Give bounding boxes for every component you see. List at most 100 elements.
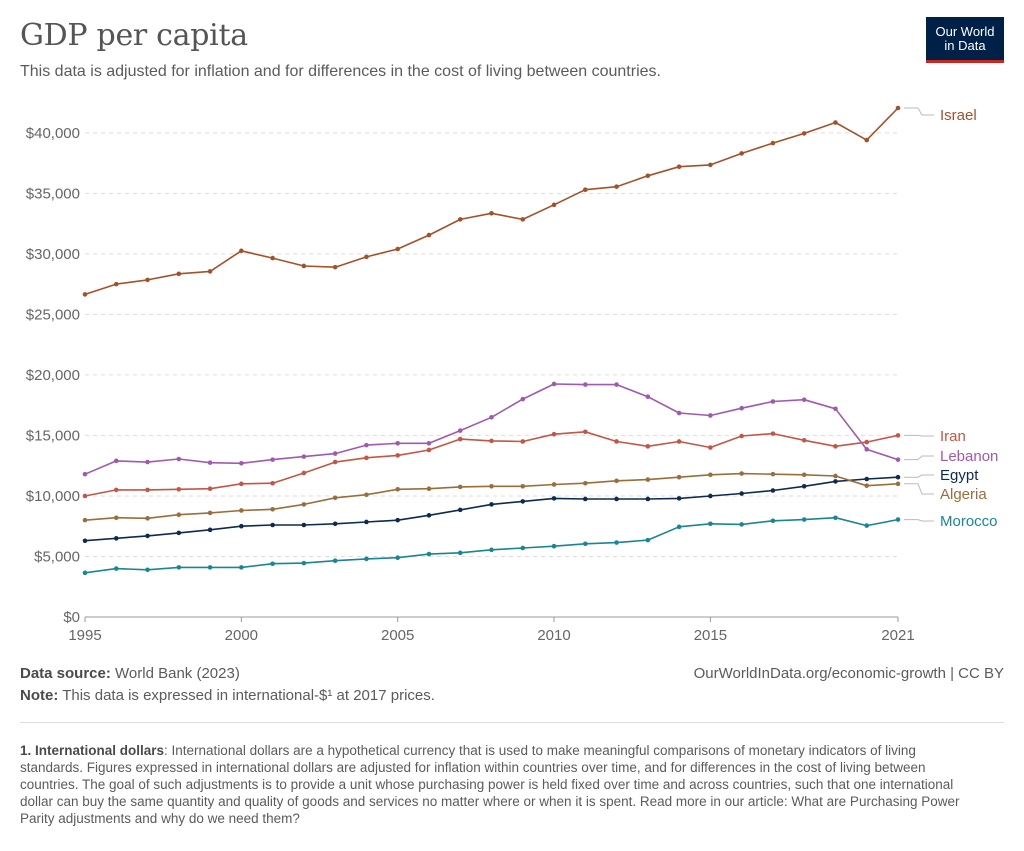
data-point — [82, 517, 88, 523]
y-tick-label: $10,000 — [26, 488, 80, 505]
data-point — [895, 433, 901, 438]
chart-note-label: Note: — [20, 687, 59, 704]
label-connector — [904, 483, 934, 495]
data-point — [364, 492, 369, 498]
data-point — [864, 439, 870, 445]
data-point — [801, 131, 807, 136]
data-point — [239, 523, 244, 529]
data-point — [520, 396, 526, 402]
data-point — [301, 522, 307, 528]
data-point — [364, 442, 369, 448]
data-point — [301, 470, 307, 476]
data-point — [583, 382, 588, 387]
footnote: 1. International dollars: International … — [20, 742, 980, 827]
data-point — [82, 292, 88, 297]
data-point — [113, 458, 119, 464]
data-point — [332, 495, 338, 501]
label-connector — [904, 474, 934, 478]
data-point — [708, 472, 713, 478]
data-point — [395, 440, 400, 446]
data-point — [676, 439, 682, 444]
data-point — [645, 444, 651, 449]
data-point — [176, 271, 182, 277]
data-point — [739, 522, 744, 527]
series-label-algeria: Algeria — [940, 486, 987, 503]
series-label-morocco: Morocco — [940, 513, 998, 530]
data-point — [176, 512, 182, 518]
data-point — [770, 399, 776, 404]
data-point — [614, 540, 619, 545]
data-point — [457, 484, 463, 490]
chart-footer-link[interactable]: OurWorldInData.org/economic-growth | CC … — [693, 665, 1004, 682]
data-point — [332, 451, 338, 456]
y-tick-label: $40,000 — [26, 125, 80, 142]
data-point — [207, 269, 213, 274]
data-point — [113, 487, 119, 493]
series-line-algeria — [84, 472, 899, 521]
data-source-label: Data source: — [20, 665, 111, 682]
data-point — [364, 254, 369, 260]
data-point — [145, 533, 150, 539]
y-tick-label: $0 — [63, 609, 80, 626]
data-point — [770, 431, 776, 436]
data-point — [520, 483, 526, 489]
data-point — [364, 556, 369, 562]
label-connector — [904, 455, 934, 461]
data-point — [645, 477, 651, 482]
data-point — [801, 472, 807, 478]
data-point — [895, 517, 901, 522]
data-point — [457, 550, 463, 556]
series-label-israel: Israel — [940, 107, 977, 124]
data-source-value: World Bank (2023) — [110, 665, 240, 682]
data-point — [82, 538, 88, 544]
data-point — [176, 565, 182, 570]
data-point — [239, 481, 244, 487]
data-point — [739, 433, 744, 439]
data-point — [239, 460, 244, 466]
data-point — [864, 483, 870, 488]
data-point — [551, 496, 557, 501]
data-point — [676, 496, 682, 501]
data-point — [82, 471, 88, 477]
series-label-lebanon: Lebanon — [940, 448, 998, 465]
data-point — [520, 217, 526, 222]
data-point — [113, 515, 119, 521]
data-point — [113, 536, 119, 541]
data-point — [145, 459, 150, 465]
data-point — [489, 502, 494, 507]
data-point — [176, 530, 182, 536]
data-point — [395, 555, 400, 560]
data-point — [676, 410, 682, 416]
data-point — [833, 406, 838, 412]
data-point — [457, 436, 463, 442]
data-point — [364, 519, 369, 525]
data-point — [270, 480, 275, 486]
data-point — [583, 480, 588, 486]
label-connector — [904, 107, 934, 116]
data-point — [520, 545, 526, 551]
data-point — [301, 560, 307, 566]
series-label-egypt: Egypt — [940, 467, 979, 484]
series-line-lebanon — [84, 383, 899, 475]
x-tick-label: 2021 — [881, 627, 914, 644]
y-tick-label: $35,000 — [26, 185, 80, 202]
data-point — [395, 486, 400, 492]
data-point — [583, 187, 588, 193]
data-point — [145, 567, 150, 573]
data-point — [614, 439, 619, 444]
data-point — [864, 523, 870, 528]
data-point — [207, 486, 213, 491]
line-chart: $0 $5,000 $10,000 $15,000 $20,000 $25,000 $30,… — [26, 105, 998, 644]
chart-footer-left: Data source: World Bank (2023) Note: Thi… — [20, 663, 435, 707]
data-point — [833, 479, 838, 484]
data-point — [614, 478, 619, 484]
data-point — [895, 457, 901, 462]
data-point — [113, 281, 119, 287]
data-point — [489, 483, 494, 489]
data-point — [739, 405, 744, 411]
owid-logo[interactable]: Our World in Data — [926, 17, 1004, 63]
chart-note: Note: This data is expressed in internat… — [20, 685, 435, 707]
data-point — [614, 382, 619, 387]
data-point — [207, 565, 213, 570]
data-point — [770, 471, 776, 477]
